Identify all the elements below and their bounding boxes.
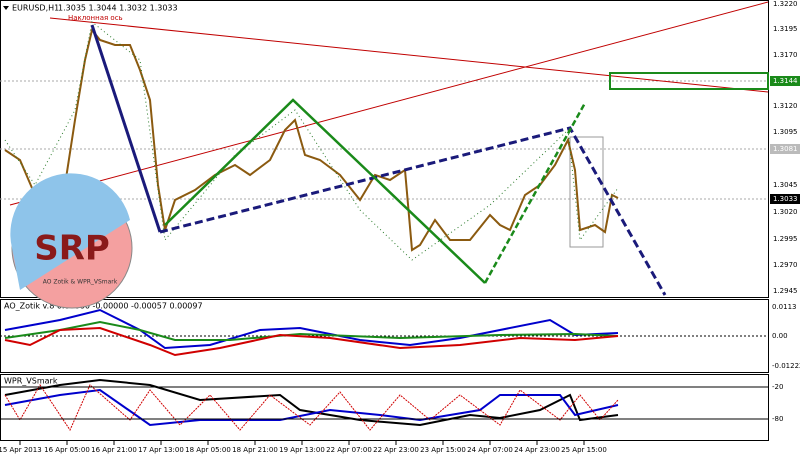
logo-text: SRP: [34, 229, 110, 269]
green-trendline: [164, 98, 486, 284]
price-label: 1.3033: [773, 195, 798, 203]
price-highlight: [770, 144, 800, 154]
red-trendline: [49, 17, 769, 93]
time-label: 19 Apr 13:00: [279, 446, 325, 454]
logo-caption: AO Zotik & WPR_VSmark: [43, 279, 118, 286]
red-trendline: [9, 1, 769, 206]
price-highlight: [770, 76, 800, 86]
price-label: 1.3095: [773, 128, 798, 136]
ao-axis-label: 0.0113: [772, 303, 797, 311]
time-label: 22 Apr 23:00: [373, 446, 419, 454]
navy-trendline: [90, 24, 162, 233]
levels: [0, 80, 768, 337]
range-box: [569, 136, 604, 248]
price-label: 1.3020: [773, 208, 798, 216]
wpr-black: [4, 378, 619, 427]
ao-axis-label: 0.00: [772, 332, 788, 340]
ao-axis-label: -0.01222: [772, 362, 800, 370]
ohlc: 1.3035 1.3044 1.3032 1.3033: [58, 4, 178, 13]
time-label: 25 Apr 15:00: [561, 446, 607, 454]
wpr-red: [4, 384, 619, 432]
time-label: 24 Apr 23:00: [514, 446, 560, 454]
price-label: 1.2970: [773, 261, 798, 269]
price-label: 1.3220: [773, 0, 798, 8]
wpr-axis-label: -20: [772, 383, 783, 391]
green-dashed-trendline: [483, 102, 587, 284]
price-label: 1.3195: [773, 25, 798, 33]
ao-line: [4, 308, 619, 350]
wpr-blue: [4, 388, 619, 427]
price-label: 1.3120: [773, 102, 798, 110]
target-zone: [609, 72, 769, 90]
time-label: 15 Apr 2013: [0, 446, 42, 454]
symbol: EURUSD,H1: [12, 4, 59, 13]
logo-part: [10, 173, 131, 290]
price-highlight: [770, 194, 800, 204]
wpr-axis-label: -80: [772, 415, 783, 423]
time-label: 22 Apr 07:00: [326, 446, 372, 454]
time-label: 16 Apr 21:00: [91, 446, 137, 454]
time-label: 18 Apr 21:00: [232, 446, 278, 454]
price-path: [4, 27, 619, 252]
price-label: 1.3170: [773, 51, 798, 59]
wpr-label: WPR_VSmark: [4, 377, 58, 386]
price-label: 1.2945: [773, 287, 798, 295]
axis-note: Наклонная ось: [68, 14, 123, 22]
time-label: 24 Apr 07:00: [467, 446, 513, 454]
time-label: 23 Apr 15:00: [420, 446, 466, 454]
ao-signal: [4, 320, 619, 341]
price-label: 1.2995: [773, 235, 798, 243]
price-label: 1.3081: [773, 145, 798, 153]
time-label: 16 Apr 05:00: [44, 446, 90, 454]
time-label: 17 Apr 13:00: [138, 446, 184, 454]
menu-arrow[interactable]: [3, 6, 9, 10]
ao-red: [4, 326, 619, 357]
ao-label: AO_Zotik v.8 0.00080 -0.00000 -0.00057 0…: [4, 302, 203, 311]
price-label: 1.3045: [773, 181, 798, 189]
price-label: 1.3144: [773, 77, 798, 85]
time-label: 18 Apr 05:00: [185, 446, 231, 454]
wpr-panel: [0, 374, 769, 441]
